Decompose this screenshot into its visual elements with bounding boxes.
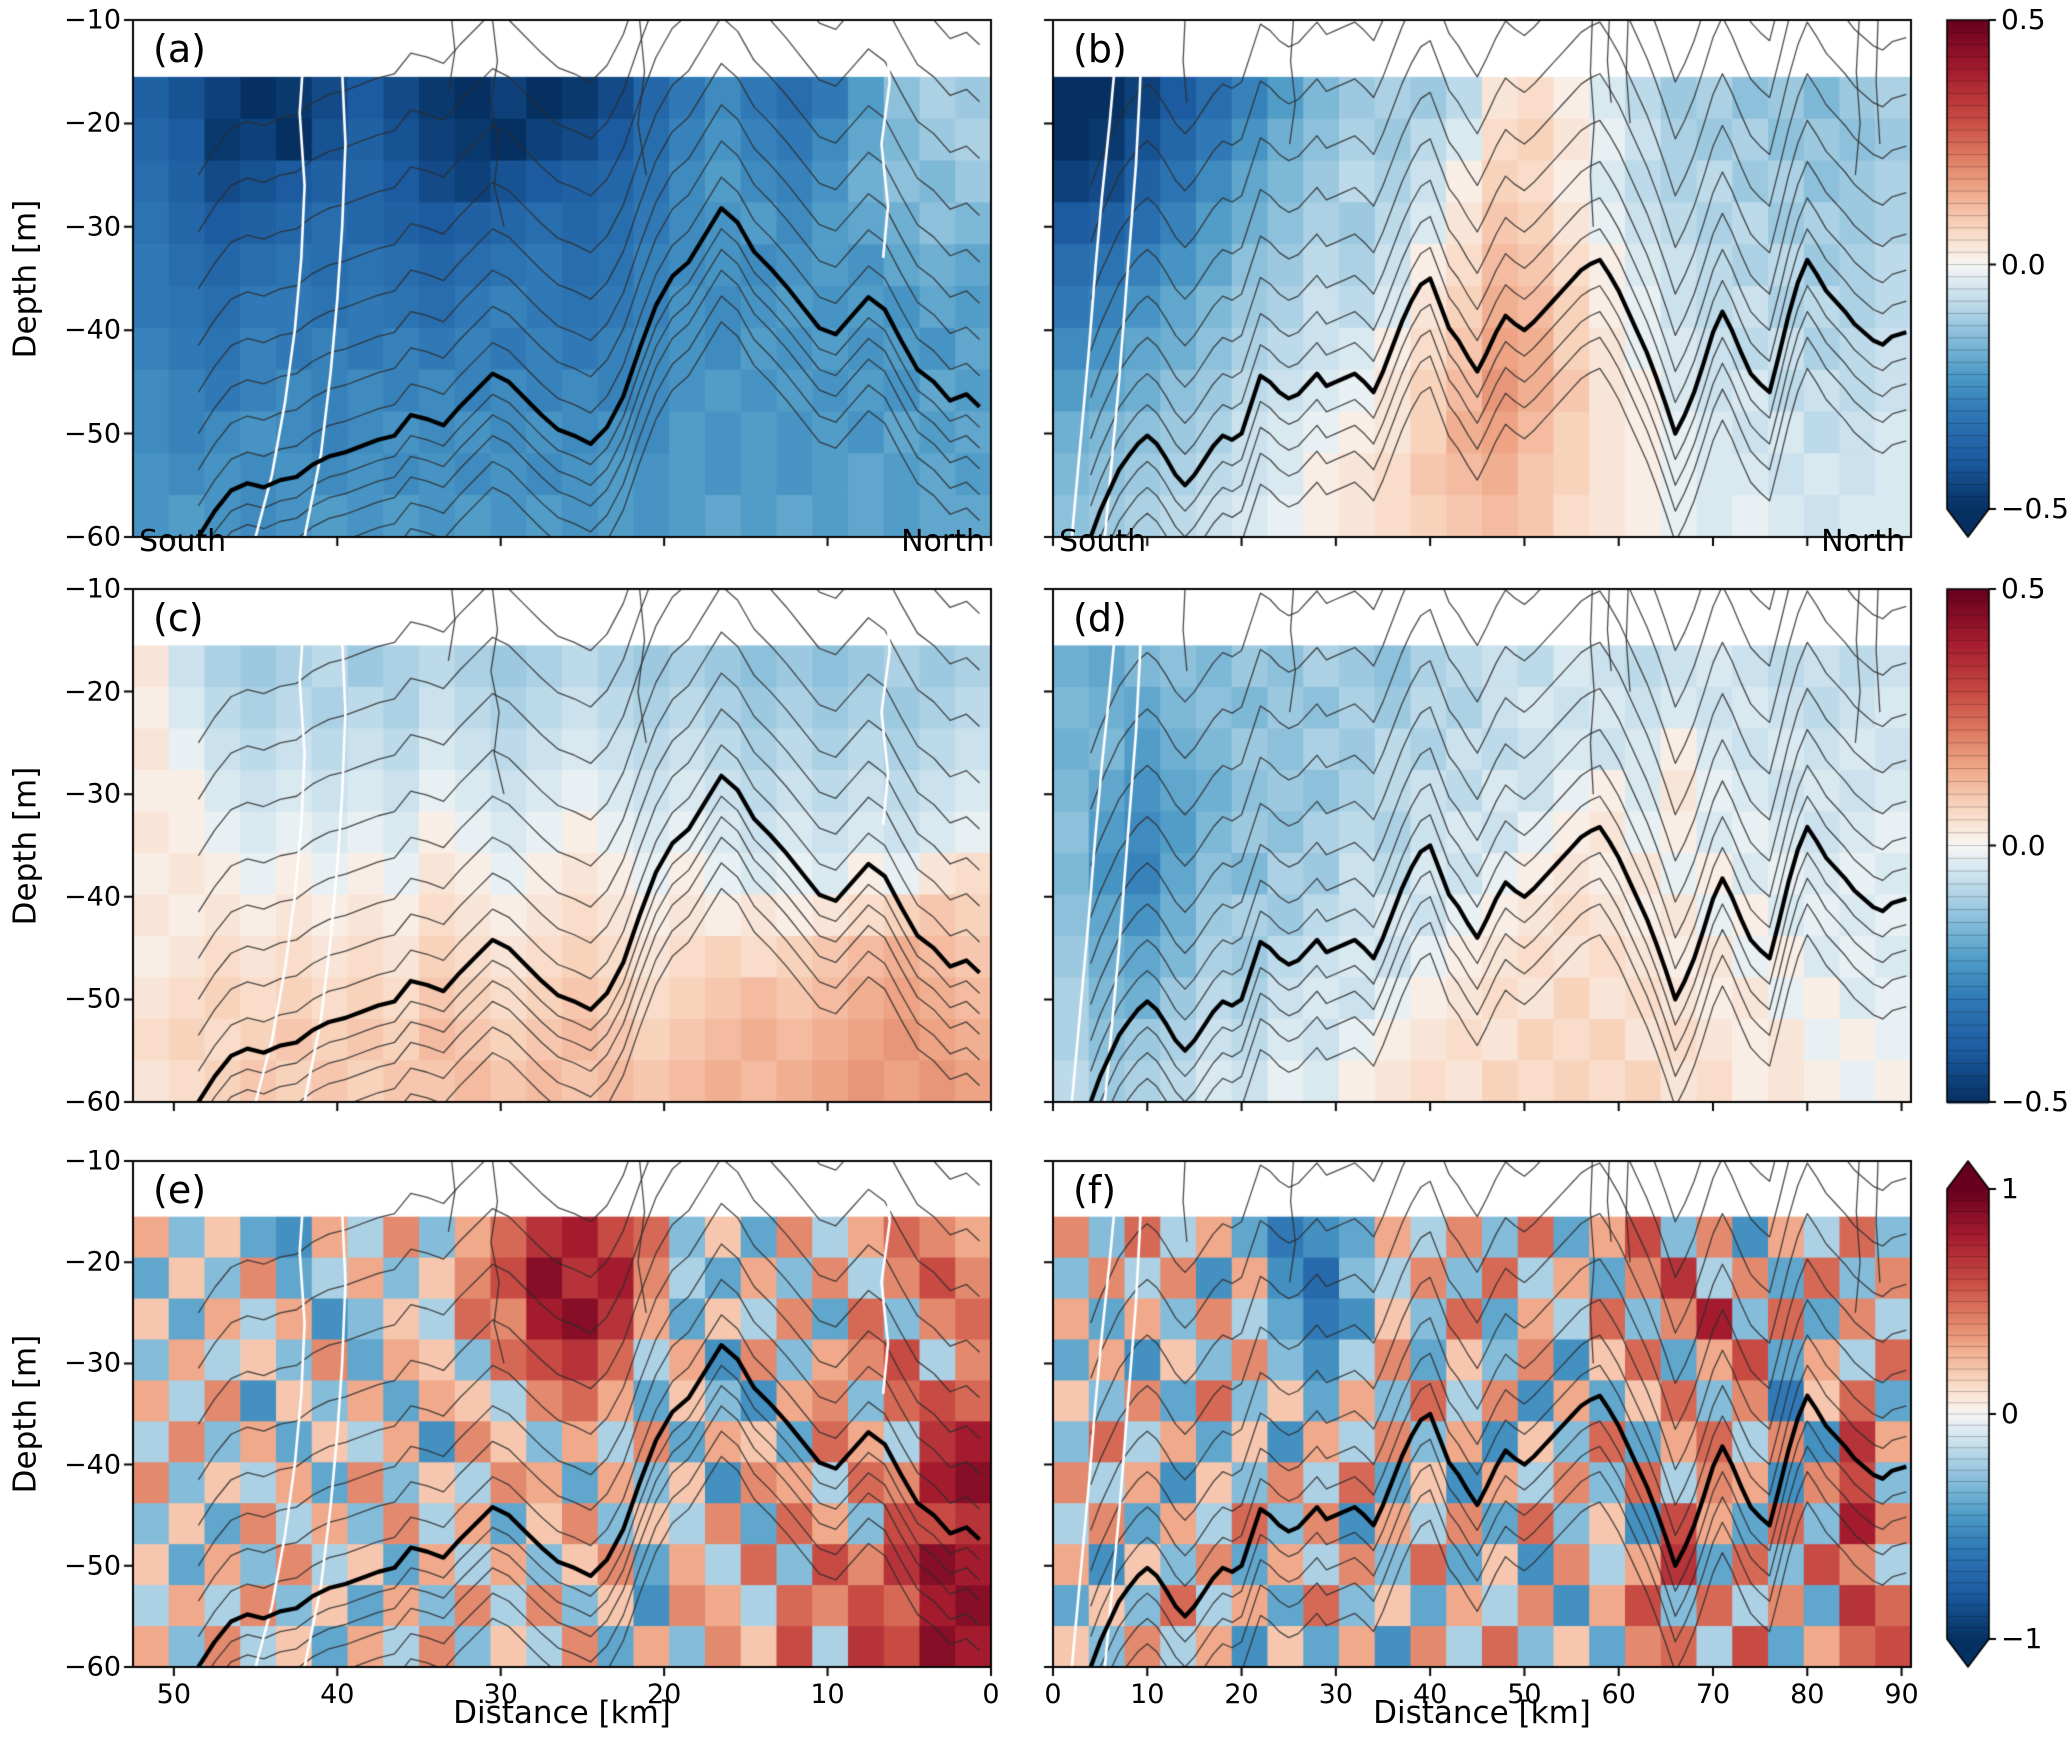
y-tick-label: −10 [64, 1145, 121, 1177]
colorbar-tick-label: −1 [2001, 1622, 2043, 1655]
y-tick-label: −60 [64, 521, 121, 553]
north-label-panel-b: North [1821, 524, 1905, 559]
colorbar-row3-canvas [1933, 1147, 2003, 1681]
south-label-panel-b: South [1059, 524, 1147, 559]
colorbar-tick-label: −0.5 [2001, 492, 2067, 525]
x-tick-label: 50 [1507, 1679, 1542, 1710]
y-tick-label: −20 [64, 676, 121, 708]
y-tick-label: −50 [64, 983, 121, 1015]
y-tick-label: −20 [64, 107, 121, 139]
y-tick-label: −30 [64, 1347, 121, 1379]
y-tick-label: −30 [64, 211, 121, 243]
colorbar-tick-label: 1 [2001, 1172, 2019, 1205]
y-tick-label: −40 [64, 1449, 121, 1481]
y-tick-label: −10 [64, 4, 121, 36]
y-tick-label: −60 [64, 1651, 121, 1683]
south-label-panel-a: South [139, 524, 227, 559]
y-tick-label: −40 [64, 881, 121, 913]
y-tick-label: −30 [64, 778, 121, 810]
panel-letter-e: (e) [153, 1168, 207, 1212]
x-tick-label: 40 [320, 1679, 355, 1710]
x-tick-label: 20 [646, 1679, 682, 1710]
x-tick-label: 70 [1695, 1679, 1731, 1710]
x-tick-label: 10 [1130, 1679, 1165, 1710]
colorbar-tick-label: 0.0 [2001, 247, 2046, 281]
y-axis-label-row2: Depth [m] [7, 766, 44, 925]
colorbar-tick-label: 0.0 [2001, 828, 2046, 862]
north-label-panel-a: North [901, 524, 985, 559]
x-tick-label: 80 [1790, 1679, 1825, 1710]
panel-letter-c: (c) [153, 596, 204, 640]
y-tick-label: −50 [64, 418, 121, 450]
panel-a-canvas [119, 6, 1005, 551]
x-axis-label-right: Distance [km] [1373, 1695, 1591, 1731]
x-tick-label: 0 [982, 1679, 1000, 1710]
panel-e-canvas [119, 1147, 1005, 1681]
colorbar-tick-label: 0.5 [2001, 3, 2046, 36]
x-tick-label: 90 [1884, 1679, 1919, 1710]
y-tick-label: −40 [64, 314, 121, 346]
colorbar-tick-label: −0.5 [2001, 1085, 2067, 1118]
panel-b-canvas [1039, 6, 1925, 551]
x-tick-label: 40 [1412, 1679, 1448, 1710]
panel-letter-f: (f) [1073, 1168, 1117, 1212]
x-tick-label: 30 [483, 1679, 518, 1710]
x-tick-label: 10 [810, 1679, 845, 1710]
colorbar-row1-canvas [1933, 6, 2003, 551]
panel-letter-a: (a) [153, 27, 206, 71]
colorbar-tick-label: 0.5 [2001, 572, 2046, 605]
panel-f-canvas [1039, 1147, 1925, 1681]
x-axis-label-left: Distance [km] [453, 1695, 671, 1731]
panel-letter-d: (d) [1073, 596, 1127, 640]
x-tick-label: 0 [1044, 1679, 1062, 1710]
y-tick-label: −60 [64, 1086, 121, 1118]
y-axis-label-row3: Depth [m] [7, 1334, 44, 1494]
panel-d-canvas [1039, 575, 1925, 1116]
x-tick-label: 20 [1224, 1679, 1259, 1710]
x-tick-label: 50 [156, 1679, 192, 1710]
y-tick-label: −50 [64, 1550, 121, 1582]
y-tick-label: −10 [64, 573, 121, 605]
y-axis-label-row1: Depth [m] [7, 199, 44, 358]
x-tick-label: 30 [1318, 1679, 1354, 1710]
y-tick-label: −20 [64, 1246, 121, 1278]
colorbar-tick-label: 0 [2001, 1397, 2019, 1430]
x-tick-label: 60 [1601, 1679, 1636, 1710]
colorbar-row2-canvas [1933, 575, 2003, 1116]
panel-c-canvas [119, 575, 1005, 1116]
panel-letter-b: (b) [1073, 27, 1127, 71]
